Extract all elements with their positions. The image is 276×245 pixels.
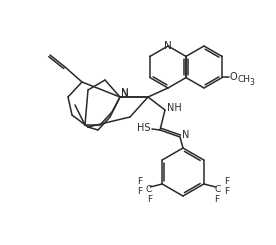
Text: F: F <box>224 186 229 196</box>
Text: F: F <box>137 186 142 196</box>
Text: N: N <box>121 88 129 98</box>
Text: O: O <box>229 73 237 83</box>
Text: F: F <box>147 196 152 205</box>
Text: C: C <box>145 184 151 194</box>
Text: NH: NH <box>167 103 181 113</box>
Text: C: C <box>215 184 221 194</box>
Text: F: F <box>137 177 142 186</box>
Text: F: F <box>224 177 229 186</box>
Text: N: N <box>121 89 129 99</box>
Text: HS: HS <box>137 123 151 133</box>
Text: N: N <box>164 41 172 51</box>
Text: F: F <box>214 196 219 205</box>
Text: N: N <box>182 130 190 140</box>
Text: CH: CH <box>238 75 251 84</box>
Text: 3: 3 <box>250 78 255 87</box>
